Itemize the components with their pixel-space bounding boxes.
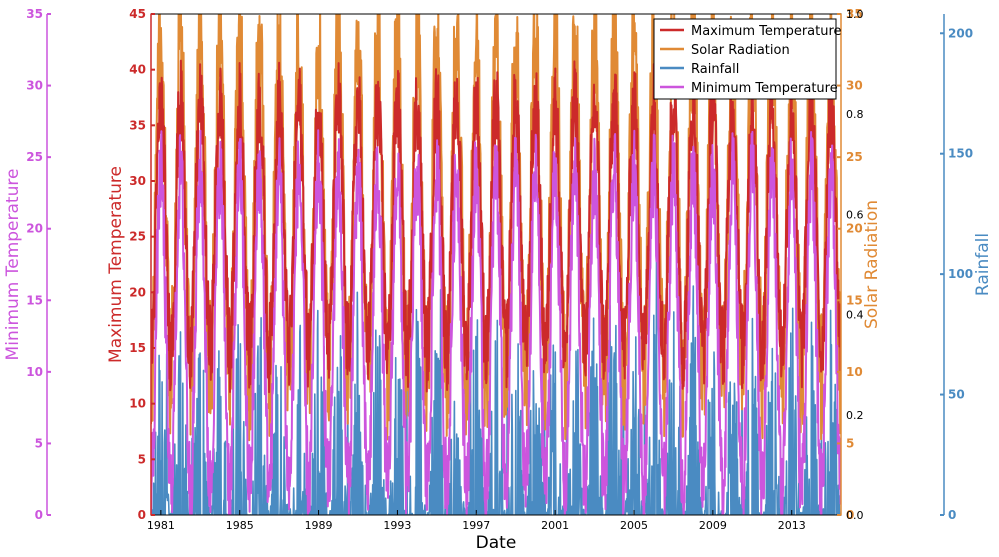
y-tick-label: 15 (129, 341, 146, 355)
y-tick-label: 30 (129, 174, 146, 188)
axes-layer: 1981 1985 1989 1993 1997 2001 2005 2009 2013Date… (3, 7, 993, 553)
legend-box (653, 18, 837, 100)
y-tick-label: 40 (129, 63, 146, 77)
legend-entry-label: Maximum Temperature (691, 24, 842, 39)
legend: Maximum Temperature Solar Radiation Rainfa… (653, 18, 842, 100)
y-tick-label: 15 (26, 293, 43, 307)
y-axis-title: Rainfall (973, 233, 993, 296)
y-tick-label: 5 (35, 436, 43, 450)
x-tick-label: 1993 (383, 519, 411, 532)
series-line-rainfall (151, 256, 841, 515)
x-tick-label: 1981 (147, 519, 175, 532)
y-tick-label: 30 (846, 79, 863, 93)
y-axis-title: Solar Radiation (862, 200, 882, 329)
y-tick-label: 10 (129, 397, 146, 411)
y-tick-label: 10 (846, 365, 863, 379)
y-tick-label: 100 (948, 267, 973, 281)
y-axis-srad: 0 5 10 15 20 25 30 35 Solar Radiation (837, 7, 882, 522)
y-tick-label: 35 (26, 7, 43, 21)
y-tick-label: 0 (35, 508, 43, 522)
y-tick-label: 25 (129, 230, 146, 244)
aux-tick-label: 0.2 (846, 409, 864, 422)
x-tick-label: 2009 (699, 519, 727, 532)
x-tick-label: 1997 (462, 519, 490, 532)
x-tick-label: 1989 (305, 519, 333, 532)
aux-tick-label: 0.6 (846, 208, 864, 221)
y-axis-tmax: 0 5 10 15 20 25 30 35 40 45 Maximum Temperature (106, 7, 155, 522)
x-tick-label: 1985 (226, 519, 254, 532)
y-tick-label: 0 (948, 508, 956, 522)
y-tick-label: 200 (948, 26, 973, 40)
y-tick-label: 25 (26, 150, 43, 164)
series-line-maximum-temperature (151, 59, 841, 394)
y-tick-label: 35 (846, 7, 863, 21)
y-tick-label: 20 (26, 222, 43, 236)
y-tick-label: 5 (846, 436, 854, 450)
y-tick-label: 15 (846, 293, 863, 307)
legend-entry-label: Rainfall (691, 62, 739, 77)
y-axis-title: Minimum Temperature (3, 169, 23, 361)
aux-tick-label: 1.0 (846, 8, 864, 21)
y-axis-title: Maximum Temperature (106, 166, 126, 363)
x-axis-label: Date (476, 533, 517, 553)
y-tick-label: 35 (129, 118, 146, 132)
x-tick-label: 2001 (541, 519, 569, 532)
y-tick-label: 20 (846, 222, 863, 236)
x-tick-label: 2005 (620, 519, 648, 532)
aux-tick-label: 0.4 (846, 309, 864, 322)
series-layer (151, 14, 841, 515)
legend-entry-label: Minimum Temperature (691, 81, 838, 96)
y-tick-label: 5 (138, 452, 146, 466)
aux-tick-label: 0.0 (846, 509, 864, 522)
y-axis-rain: 0 50 100 150 200 Rainfall (940, 14, 993, 522)
y-tick-label: 25 (846, 150, 863, 164)
y-tick-label: 50 (948, 388, 965, 402)
y-tick-label: 150 (948, 147, 973, 161)
y-tick-label: 0 (846, 508, 854, 522)
y-tick-label: 20 (129, 285, 146, 299)
y-tick-label: 10 (26, 365, 43, 379)
series-line-minimum-temperature (151, 129, 841, 515)
legend-entry-label: Solar Radiation (691, 43, 790, 58)
y-tick-label: 45 (129, 7, 146, 21)
y-axis-tmin: 0 5 10 15 20 25 30 35 Minimum Temperature (3, 7, 51, 522)
y-tick-label: 30 (26, 79, 43, 93)
aux-tick-label: 0.8 (846, 108, 864, 121)
y-tick-label: 0 (138, 508, 146, 522)
x-tick-label: 2013 (778, 519, 806, 532)
